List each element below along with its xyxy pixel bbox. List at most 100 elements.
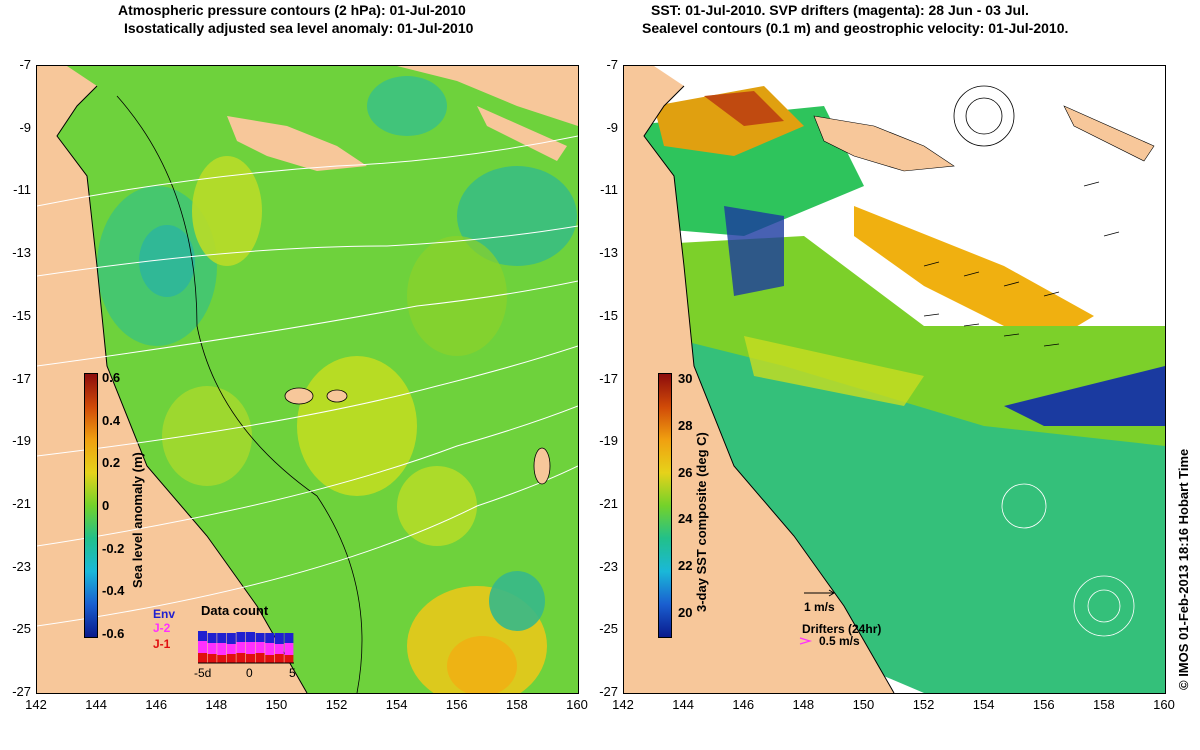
left-lat-tick: -7 — [19, 57, 31, 72]
left-colorbar-tick: 0.6 — [102, 370, 121, 385]
legend-bar-segment — [226, 633, 236, 644]
left-lat-tick: -17 — [12, 370, 31, 386]
right-lat-tick: -9 — [606, 119, 618, 135]
right-lon-tick: 146 — [732, 697, 755, 712]
legend-bar-segment — [284, 655, 294, 663]
legend-bar-segment — [198, 653, 207, 663]
legend-bar-segment — [284, 643, 294, 655]
left-lon-tick: 144 — [85, 697, 107, 712]
left-lat-tick: -9 — [19, 119, 31, 135]
legend-bar-segment — [265, 633, 275, 643]
legend-bar-segment — [274, 633, 284, 644]
sea-level-anomaly-field — [37, 66, 578, 693]
legend-bar-segment — [236, 632, 246, 642]
right-colorbar-tick: 30 — [678, 371, 693, 386]
legend-bar-segment — [207, 633, 217, 643]
imos-credit: © IMOS 01-Feb-2013 18:16 Hobart Time — [1176, 448, 1191, 690]
right-colorbar — [658, 373, 672, 638]
right-colorbar-tick: 24 — [678, 511, 693, 527]
left-lon-tick: 146 — [145, 697, 168, 712]
left-colorbar-tick: -0.2 — [102, 540, 125, 556]
left-title-line1: Atmospheric pressure contours (2 hPa): 0… — [118, 2, 466, 18]
left-lat-tick: -27 — [12, 684, 31, 699]
drifters-scale-label: 0.5 m/s — [819, 634, 860, 648]
left-lon-tick: 156 — [445, 697, 468, 712]
right-colorbar-label: 3-day SST composite (deg C) — [694, 432, 709, 612]
legend-x-tick-start: -5d — [194, 666, 212, 680]
left-colorbar-tick: 0 — [102, 498, 110, 513]
right-lat-tick: -7 — [606, 57, 618, 72]
right-map-sst: 1 m/s Drifters (24hr) 0.5 m/s — [623, 65, 1166, 694]
right-lon-tick: 150 — [852, 697, 875, 712]
right-colorbar-tick: 26 — [678, 464, 693, 480]
left-colorbar-tick: -0.6 — [102, 626, 125, 641]
sst-composite-field — [624, 66, 1165, 693]
legend-bar-segment — [236, 653, 246, 663]
left-lat-tick: -19 — [12, 433, 31, 449]
left-map-sea-level — [36, 65, 579, 694]
right-lon-tick: 142 — [612, 697, 634, 712]
right-lat-tick: -23 — [599, 558, 618, 574]
right-lon-tick: 144 — [672, 697, 694, 712]
legend-bar-segment — [226, 654, 236, 663]
left-lon-tick: 158 — [506, 697, 528, 712]
left-lat-tick: -21 — [12, 495, 31, 511]
right-lon-tick: 148 — [792, 697, 815, 712]
left-colorbar-label: Sea level anomaly (m) — [130, 452, 145, 588]
legend-x-tick-zero: 0 — [246, 666, 253, 680]
right-lon-tick: 154 — [972, 697, 995, 712]
left-lat-tick: -25 — [12, 621, 31, 637]
legend-bar-segment — [246, 632, 255, 642]
legend-x-tick-end: 5 — [289, 666, 296, 680]
right-lat-tick: -11 — [600, 182, 618, 198]
right-colorbar-tick: 22 — [678, 558, 693, 574]
drifters-label: Drifters (24hr) — [802, 622, 882, 636]
left-title-line2: Isostatically adjusted sea level anomaly… — [124, 20, 474, 36]
legend-bar-segment — [207, 643, 217, 654]
right-lat-tick: -19 — [599, 433, 618, 449]
left-lon-tick: 152 — [325, 697, 348, 712]
left-colorbar — [84, 373, 98, 638]
legend-bar-segment — [217, 655, 227, 663]
legend-series-j2: J-2 — [153, 621, 171, 635]
right-colorbar-tick: 28 — [678, 417, 693, 433]
left-lon-tick: 160 — [566, 697, 588, 712]
legend-bar-segment — [284, 633, 294, 643]
legend-bar-segment — [217, 633, 227, 643]
legend-series-env: Env — [153, 607, 176, 621]
legend-bar-segment — [226, 644, 236, 654]
legend-bar-segment — [246, 642, 255, 654]
right-lat-tick: -25 — [599, 621, 618, 637]
legend-bar-segment — [255, 633, 265, 642]
right-lon-tick: 158 — [1093, 697, 1115, 712]
legend-bar-segment — [255, 653, 265, 663]
right-colorbar-tick: 20 — [678, 605, 693, 620]
right-lon-tick: 160 — [1153, 697, 1175, 712]
left-lat-tick: -11 — [13, 182, 31, 198]
legend-bar-segment — [255, 642, 265, 653]
data-count-legend: Env J-2 J-1 Data count -5d 0 5 — [150, 602, 300, 692]
left-lat-tick: -13 — [12, 245, 31, 261]
right-lat-tick: -13 — [599, 245, 618, 261]
left-lon-tick: 150 — [265, 697, 288, 712]
velocity-scale-label: 1 m/s — [804, 600, 835, 614]
legend-bar-segment — [207, 654, 217, 663]
right-title-line2: Sealevel contours (0.1 m) and geostrophi… — [642, 20, 1069, 36]
right-lon-tick: 152 — [912, 697, 935, 712]
legend-title: Data count — [201, 603, 269, 618]
left-lon-tick: 142 — [25, 697, 47, 712]
legend-bar-segment — [265, 655, 275, 663]
legend-bar-segment — [246, 654, 255, 663]
legend-bar-segment — [274, 644, 284, 654]
left-colorbar-tick: 0.2 — [102, 455, 121, 471]
right-lat-tick: -27 — [599, 684, 618, 699]
legend-bar-segment — [274, 654, 284, 663]
right-lat-tick: -17 — [599, 370, 618, 386]
left-lat-tick: -15 — [12, 307, 31, 323]
legend-series-j1: J-1 — [153, 637, 171, 651]
left-colorbar-tick: 0.4 — [102, 412, 121, 428]
right-title-line1: SST: 01-Jul-2010. SVP drifters (magenta)… — [651, 2, 1029, 18]
left-lon-tick: 148 — [205, 697, 228, 712]
legend-bar-segment — [217, 643, 227, 655]
legend-bar-segment — [198, 631, 207, 641]
